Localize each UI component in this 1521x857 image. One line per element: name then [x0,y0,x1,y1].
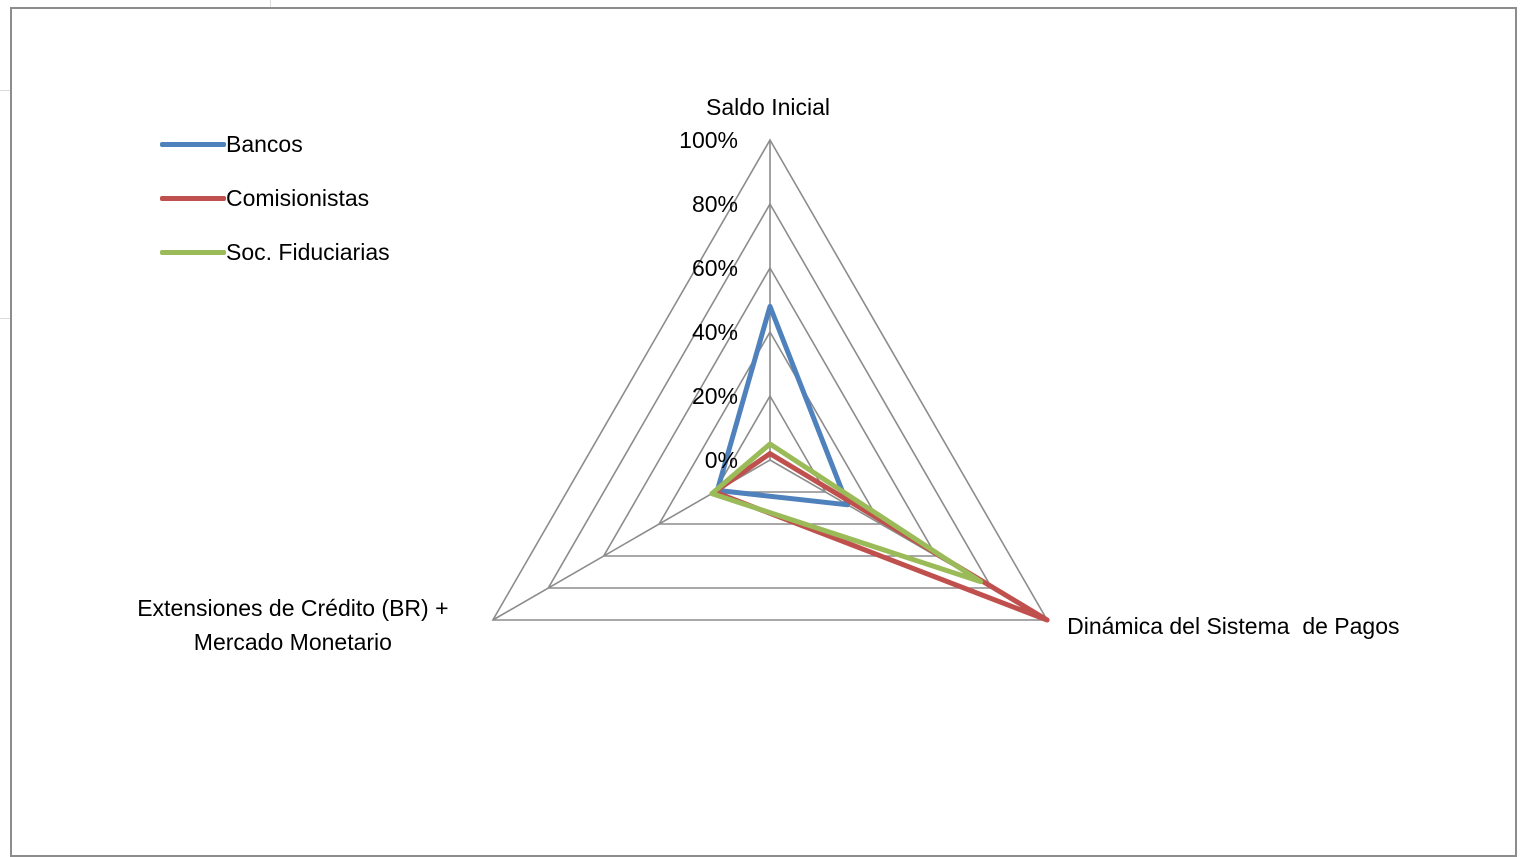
legend-swatch [160,195,226,201]
legend-label: Soc. Fiduciarias [226,238,390,265]
series-line-comisionistas [712,451,1050,623]
chart-legend: Bancos Comisionistas Soc. Fiduciarias [160,117,390,279]
tick-label: 40% [692,319,738,345]
legend-swatch [160,141,226,147]
radar-gridline [713,394,827,493]
legend-swatch [160,249,226,255]
tick-label: 0% [705,447,738,473]
legend-item: Bancos [160,117,390,171]
radar-gridline [657,330,883,525]
series-line-bancos [714,303,851,508]
radar-gridline [602,266,938,557]
legend-label: Comisionistas [226,184,370,211]
tick-label: 80% [692,191,738,217]
series-line-soc-fiduciarias [709,441,984,585]
tick-label: 20% [692,383,738,409]
axis-label-dinamica-sistema-pagos: Dinámica del Sistema de Pagos [1067,613,1399,639]
radar-gridline [491,138,1049,621]
sheet-gridline [270,0,271,7]
tick-label: 60% [692,255,738,281]
sheet-gridline [0,90,10,91]
chart-area[interactable]: Bancos Comisionistas Soc. Fiduciarias 0% 20… [10,7,1517,857]
axis-label-saldo-inicial: Saldo Inicial [706,94,830,120]
sheet-gridline [0,318,10,319]
legend-item: Soc. Fiduciarias [160,225,390,279]
axis-label-extensiones-credito: Extensiones de Crédito (BR) + Mercado Mon… [137,595,448,655]
radar-gridline [546,202,994,589]
tick-label: 100% [679,127,738,153]
legend-label: Bancos [226,130,303,157]
legend-item: Comisionistas [160,171,390,225]
radar-chart: 0% 20% 40% 60% 80% 100% Saldo Inicial Dinámica … [137,94,1399,655]
